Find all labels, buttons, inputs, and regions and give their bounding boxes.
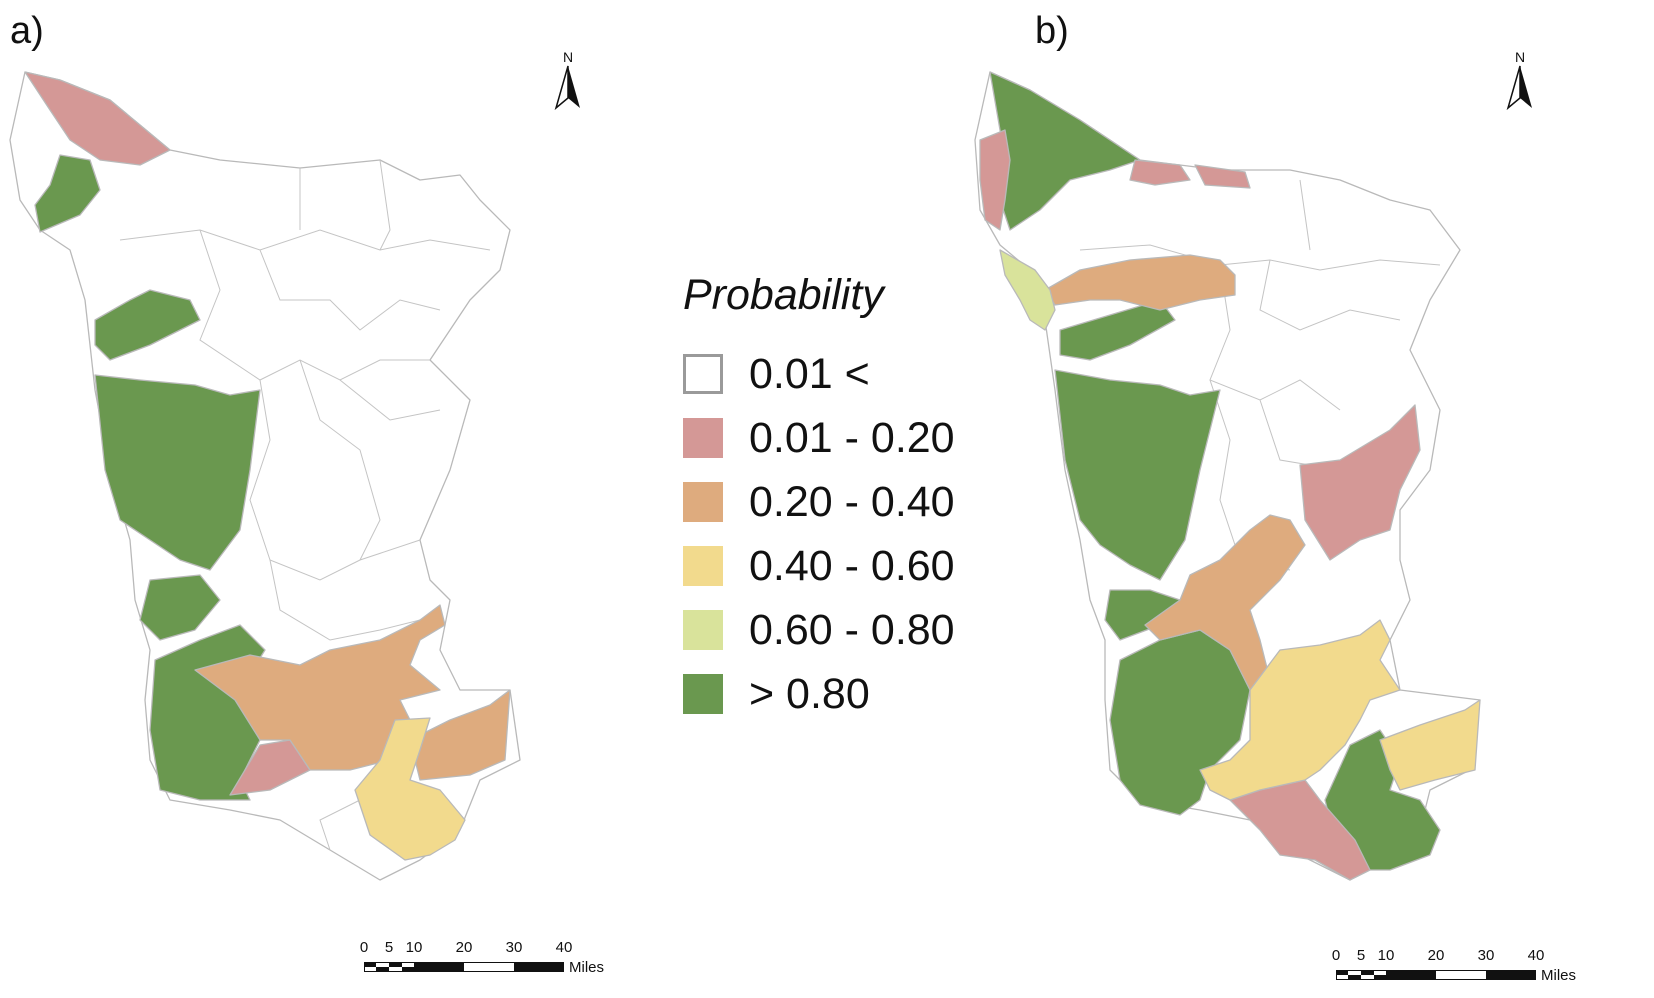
scale-bar-a: 0 5 10 20 30 40 Miles (360, 939, 604, 990)
scale-tick: 30 (505, 939, 523, 956)
legend-swatch (683, 610, 723, 650)
legend-swatch (683, 482, 723, 522)
scale-unit: Miles (1541, 967, 1577, 984)
legend-title: Probability (683, 271, 884, 319)
scale-unit: Miles (569, 959, 605, 976)
scale-tick: 5 (1356, 947, 1366, 964)
region-p40-60 (354, 717, 466, 861)
region-p60-80 (999, 249, 1056, 331)
region-p01-20-north-a (979, 129, 1011, 231)
legend-label: 0.01 < (749, 349, 870, 398)
north-arrow-icon (554, 65, 580, 111)
region-p01-20-north (24, 71, 171, 166)
north-letter: N (562, 49, 574, 65)
north-arrow-icon (1506, 65, 1532, 111)
region-p80-lake (94, 289, 201, 361)
north-letter: N (1514, 49, 1526, 65)
legend-label: 0.01 - 0.20 (749, 413, 955, 462)
map-panel-b (974, 71, 1481, 881)
scale-bar-graphic (1336, 970, 1536, 980)
legend-label: > 0.80 (749, 669, 870, 718)
north-arrow-b: N (1502, 50, 1538, 114)
scale-bar-b: 0 5 10 20 30 40 Miles (1332, 947, 1576, 998)
legend-swatch (683, 674, 723, 714)
region-p80-north (34, 154, 101, 233)
legend-item: 0.01 < (683, 342, 1003, 406)
legend-item: > 0.80 (683, 662, 1003, 726)
region-p40-60-east (1379, 699, 1481, 791)
scale-tick: 30 (1477, 947, 1495, 964)
region-p20-40-south (1144, 514, 1306, 691)
region-p80-central (1054, 369, 1221, 581)
scale-tick: 5 (384, 939, 394, 956)
legend-item: 0.01 - 0.20 (683, 406, 1003, 470)
scale-tick: 40 (555, 939, 573, 956)
region-p01-20-north-c (1194, 164, 1251, 189)
region-p01-20-north-b (1129, 159, 1191, 186)
region-p80-bay (139, 574, 221, 641)
legend: Probability 0.01 < 0.01 - 0.20 0.20 - 0.… (683, 270, 1003, 726)
legend-item: 0.20 - 0.40 (683, 470, 1003, 534)
scale-tick: 0 (359, 939, 369, 956)
legend-swatch (683, 354, 723, 394)
scale-tick: 40 (1527, 947, 1545, 964)
scale-tick: 20 (455, 939, 473, 956)
legend-label: 0.60 - 0.80 (749, 605, 955, 654)
region-p01-20-east (1299, 404, 1421, 561)
north-arrow-a: N (550, 50, 586, 114)
panel-label-a: a) (10, 10, 44, 52)
scale-tick: 10 (405, 939, 423, 956)
region-p80-central (94, 374, 261, 571)
legend-label: 0.40 - 0.60 (749, 541, 955, 590)
legend-swatch (683, 418, 723, 458)
region-p20-40-east (409, 689, 511, 781)
region-p20-40-north (1044, 254, 1236, 311)
legend-item: 0.40 - 0.60 (683, 534, 1003, 598)
scale-bar-graphic (364, 962, 564, 972)
map-panel-a (9, 71, 521, 881)
region-p20-40-main (194, 604, 446, 771)
legend-swatch (683, 546, 723, 586)
scale-tick: 0 (1331, 947, 1341, 964)
scale-tick: 10 (1377, 947, 1395, 964)
region-p40-60-center (1199, 619, 1401, 801)
legend-item: 0.60 - 0.80 (683, 598, 1003, 662)
legend-label: 0.20 - 0.40 (749, 477, 955, 526)
region-p80-lake (1059, 299, 1176, 361)
scale-tick: 20 (1427, 947, 1445, 964)
panel-label-b: b) (1035, 10, 1069, 52)
